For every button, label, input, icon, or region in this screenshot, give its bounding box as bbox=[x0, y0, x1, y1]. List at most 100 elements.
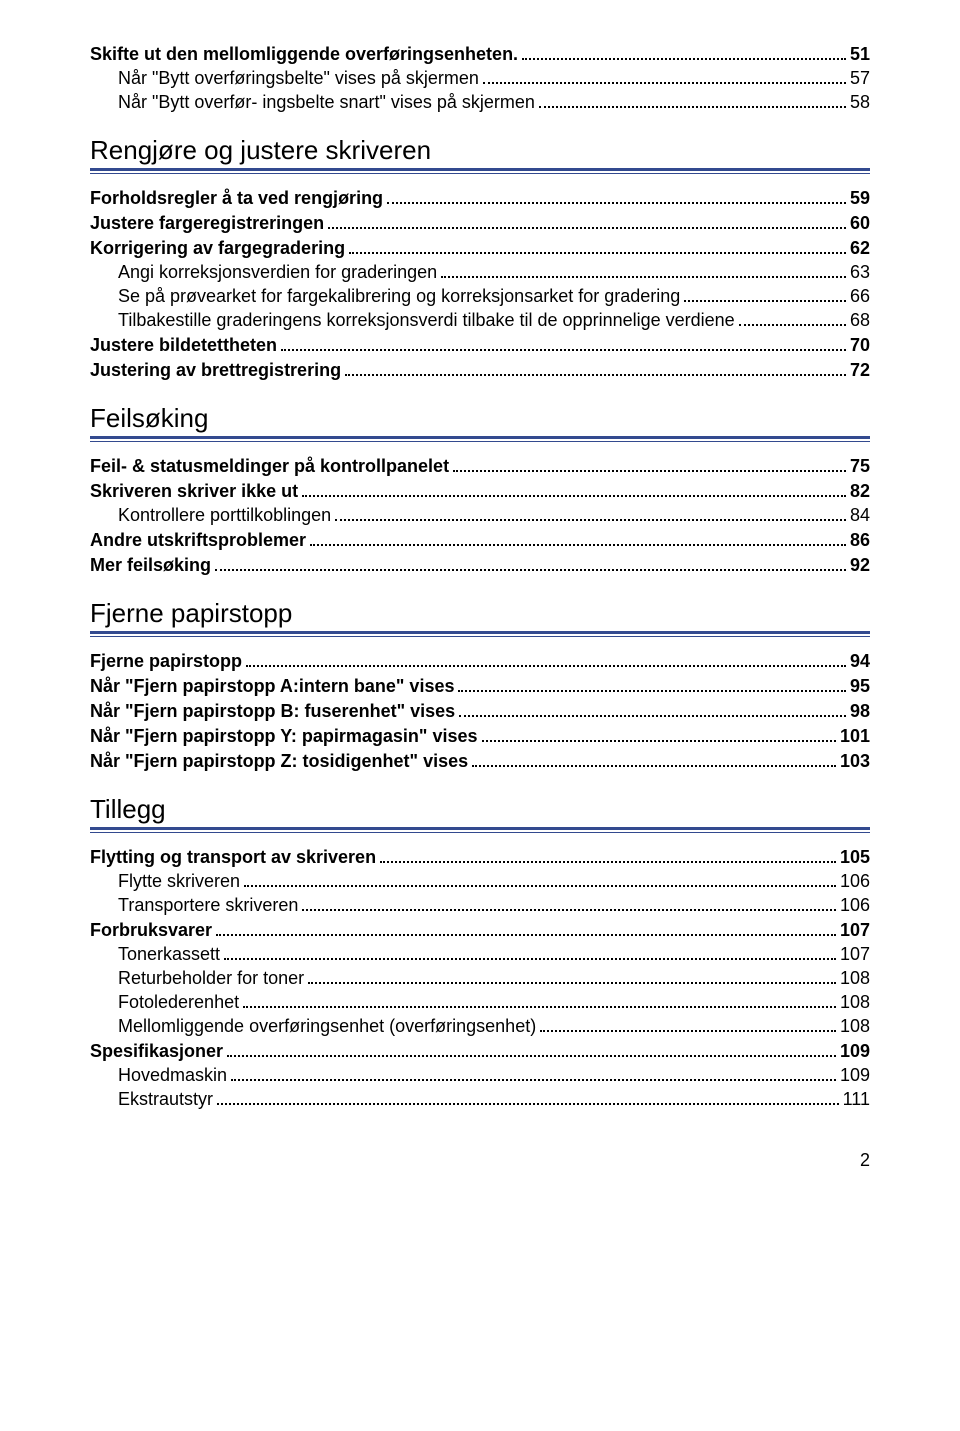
toc-entry-label: Flytting og transport av skriveren bbox=[90, 847, 376, 868]
toc-entry-label: Forholdsregler å ta ved rengjøring bbox=[90, 188, 383, 209]
toc-entry-page: 105 bbox=[840, 847, 870, 868]
toc-entry-page: 72 bbox=[850, 360, 870, 381]
toc-entry-page: 107 bbox=[840, 944, 870, 965]
toc-entry[interactable]: Justering av brettregistrering 72 bbox=[90, 360, 870, 381]
section-rule bbox=[90, 827, 870, 833]
toc-entry-page: 103 bbox=[840, 751, 870, 772]
toc-entry[interactable]: Når "Fjern papirstopp Z: tosidigenhet" v… bbox=[90, 751, 870, 772]
toc-entry-label: Når "Bytt overfør- ingsbelte snart" vise… bbox=[118, 92, 535, 113]
toc-leader-dots bbox=[246, 665, 846, 667]
toc-entry[interactable]: Mellomliggende overføringsenhet (overfør… bbox=[90, 1016, 870, 1037]
toc-entry[interactable]: Skifte ut den mellomliggende overførings… bbox=[90, 44, 870, 65]
toc-entry-page: 95 bbox=[850, 676, 870, 697]
toc-entry-label: Transportere skriveren bbox=[118, 895, 298, 916]
toc-entry-page: 101 bbox=[840, 726, 870, 747]
toc-entry[interactable]: Fjerne papirstopp94 bbox=[90, 651, 870, 672]
toc-entry-label: Når "Fjern papirstopp A:intern bane" vis… bbox=[90, 676, 454, 697]
toc-entry[interactable]: Returbeholder for toner108 bbox=[90, 968, 870, 989]
toc-entry-label: Returbeholder for toner bbox=[118, 968, 304, 989]
toc-entry[interactable]: Når "Fjern papirstopp B: fuserenhet" vis… bbox=[90, 701, 870, 722]
toc-entry-page: 51 bbox=[850, 44, 870, 65]
toc-leader-dots bbox=[380, 861, 836, 863]
toc-entry[interactable]: Angi korreksjonsverdien for graderingen 6… bbox=[90, 262, 870, 283]
toc-entry-page: 82 bbox=[850, 481, 870, 502]
toc-entry[interactable]: Justere fargeregistreringen60 bbox=[90, 213, 870, 234]
toc-entry[interactable]: Tonerkassett 107 bbox=[90, 944, 870, 965]
toc-leader-dots bbox=[335, 519, 846, 521]
toc-entry[interactable]: Når "Bytt overfør- ingsbelte snart" vise… bbox=[90, 92, 870, 113]
page-number: 2 bbox=[90, 1150, 870, 1171]
toc-entry[interactable]: Se på prøvearket for fargekalibrering og… bbox=[90, 286, 870, 307]
toc-entry-page: 109 bbox=[840, 1065, 870, 1086]
toc-leader-dots bbox=[215, 569, 846, 571]
section-title: Fjerne papirstopp bbox=[90, 598, 870, 629]
toc-entry[interactable]: Feil- & statusmeldinger på kontrollpanel… bbox=[90, 456, 870, 477]
section-rule bbox=[90, 168, 870, 174]
toc-entry[interactable]: Andre utskriftsproblemer 86 bbox=[90, 530, 870, 551]
toc-entry[interactable]: Justere bildetettheten70 bbox=[90, 335, 870, 356]
toc-entry-label: Mer feilsøking bbox=[90, 555, 211, 576]
toc-entry-label: Flytte skriveren bbox=[118, 871, 240, 892]
toc-leader-dots bbox=[244, 885, 836, 887]
toc-entry[interactable]: Forholdsregler å ta ved rengjøring 59 bbox=[90, 188, 870, 209]
toc-entry[interactable]: Når "Fjern papirstopp A:intern bane" vis… bbox=[90, 676, 870, 697]
toc-leader-dots bbox=[441, 276, 846, 278]
toc-entry[interactable]: Transportere skriveren106 bbox=[90, 895, 870, 916]
toc-leader-dots bbox=[302, 909, 836, 911]
table-of-contents: Skifte ut den mellomliggende overførings… bbox=[90, 44, 870, 1110]
toc-entry-page: 63 bbox=[850, 262, 870, 283]
toc-entry[interactable]: Flytting og transport av skriveren 105 bbox=[90, 847, 870, 868]
toc-entry-label: Fotolederenhet bbox=[118, 992, 239, 1013]
toc-entry-label: Skifte ut den mellomliggende overførings… bbox=[90, 44, 518, 65]
toc-entry-page: 62 bbox=[850, 238, 870, 259]
toc-entry-label: Når "Fjern papirstopp Z: tosidigenhet" v… bbox=[90, 751, 468, 772]
toc-entry[interactable]: Ekstrautstyr111 bbox=[90, 1089, 870, 1110]
toc-entry-label: Forbruksvarer bbox=[90, 920, 212, 941]
toc-leader-dots bbox=[387, 202, 846, 204]
toc-entry-label: Fjerne papirstopp bbox=[90, 651, 242, 672]
toc-entry[interactable]: Spesifikasjoner109 bbox=[90, 1041, 870, 1062]
toc-entry-page: 68 bbox=[850, 310, 870, 331]
toc-entry-label: Skriveren skriver ikke ut bbox=[90, 481, 298, 502]
toc-entry[interactable]: Forbruksvarer 107 bbox=[90, 920, 870, 941]
toc-leader-dots bbox=[482, 740, 836, 742]
toc-entry[interactable]: Korrigering av fargegradering 62 bbox=[90, 238, 870, 259]
toc-entry-label: Når "Fjern papirstopp Y: papirmagasin" v… bbox=[90, 726, 478, 747]
toc-entry-page: 60 bbox=[850, 213, 870, 234]
toc-leader-dots bbox=[302, 495, 846, 497]
toc-entry[interactable]: Flytte skriveren106 bbox=[90, 871, 870, 892]
toc-entry-page: 70 bbox=[850, 335, 870, 356]
toc-leader-dots bbox=[684, 300, 846, 302]
toc-leader-dots bbox=[308, 982, 836, 984]
toc-entry-label: Andre utskriftsproblemer bbox=[90, 530, 306, 551]
toc-entry[interactable]: Skriveren skriver ikke ut 82 bbox=[90, 481, 870, 502]
section-title: Tillegg bbox=[90, 794, 870, 825]
toc-leader-dots bbox=[458, 690, 845, 692]
toc-entry-page: 107 bbox=[840, 920, 870, 941]
toc-entry-page: 59 bbox=[850, 188, 870, 209]
toc-entry-label: Tilbakestille graderingens korreksjonsve… bbox=[118, 310, 735, 331]
toc-entry-page: 75 bbox=[850, 456, 870, 477]
toc-entry[interactable]: Når "Fjern papirstopp Y: papirmagasin" v… bbox=[90, 726, 870, 747]
toc-entry-label: Spesifikasjoner bbox=[90, 1041, 223, 1062]
toc-leader-dots bbox=[281, 349, 846, 351]
toc-entry[interactable]: Tilbakestille graderingens korreksjonsve… bbox=[90, 310, 870, 331]
toc-entry[interactable]: Kontrollere porttilkoblingen84 bbox=[90, 505, 870, 526]
toc-entry[interactable]: Fotolederenhet108 bbox=[90, 992, 870, 1013]
toc-entry-label: Hovedmaskin bbox=[118, 1065, 227, 1086]
toc-entry-label: Tonerkassett bbox=[118, 944, 220, 965]
toc-entry-page: 86 bbox=[850, 530, 870, 551]
section-title: Rengjøre og justere skriveren bbox=[90, 135, 870, 166]
toc-leader-dots bbox=[217, 1103, 839, 1105]
toc-entry-page: 58 bbox=[850, 92, 870, 113]
toc-entry[interactable]: Mer feilsøking92 bbox=[90, 555, 870, 576]
toc-entry[interactable]: Når "Bytt overføringsbelte" vises på skj… bbox=[90, 68, 870, 89]
toc-leader-dots bbox=[540, 1030, 836, 1032]
toc-entry-label: Angi korreksjonsverdien for graderingen bbox=[118, 262, 437, 283]
toc-entry-label: Når "Fjern papirstopp B: fuserenhet" vis… bbox=[90, 701, 455, 722]
toc-leader-dots bbox=[216, 934, 836, 936]
toc-entry-label: Justering av brettregistrering bbox=[90, 360, 341, 381]
toc-leader-dots bbox=[459, 715, 846, 717]
toc-entry-label: Korrigering av fargegradering bbox=[90, 238, 345, 259]
toc-entry[interactable]: Hovedmaskin 109 bbox=[90, 1065, 870, 1086]
